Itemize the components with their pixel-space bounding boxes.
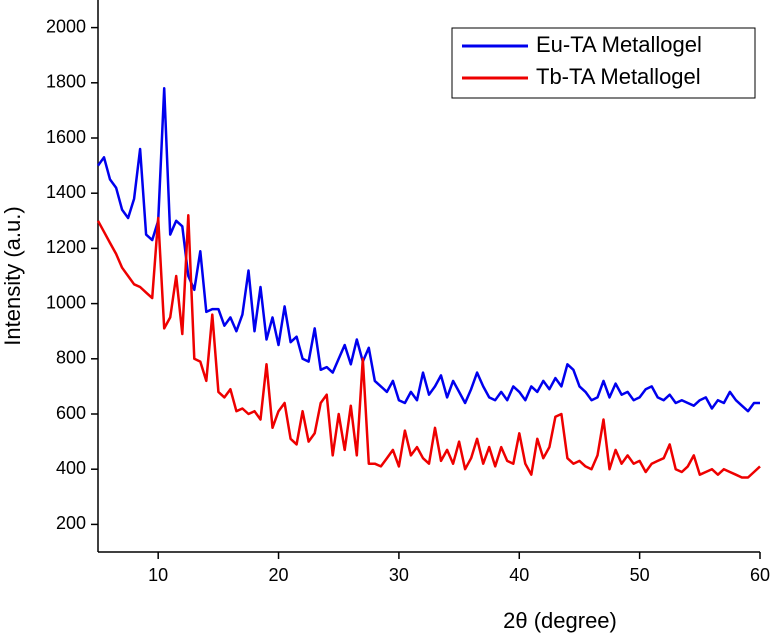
legend-label: Eu-TA Metallogel [536,32,702,57]
x-tick-label: 20 [269,565,289,585]
y-tick-label: 1400 [46,182,86,202]
y-tick-label: 400 [56,458,86,478]
y-tick-label: 2000 [46,16,86,36]
x-tick-label: 40 [509,565,529,585]
y-tick-label: 200 [56,513,86,533]
legend-box [451,27,756,99]
x-tick-label: 30 [389,565,409,585]
x-tick-label: 10 [148,565,168,585]
legend-label: Tb-TA Metallogel [536,64,701,89]
y-axis-label: Intensity (a.u.) [0,206,25,345]
y-tick-label: 1600 [46,127,86,147]
x-tick-label: 50 [630,565,650,585]
x-tick-label: 60 [750,565,770,585]
y-tick-label: 600 [56,403,86,423]
y-tick-label: 1000 [46,292,86,312]
y-tick-label: 1800 [46,72,86,92]
series-line [96,214,761,479]
series-line [96,87,760,413]
x-axis-label: 2θ (degree) [503,608,617,633]
y-tick-label: 1200 [46,237,86,257]
y-tick-label: 800 [56,348,86,368]
